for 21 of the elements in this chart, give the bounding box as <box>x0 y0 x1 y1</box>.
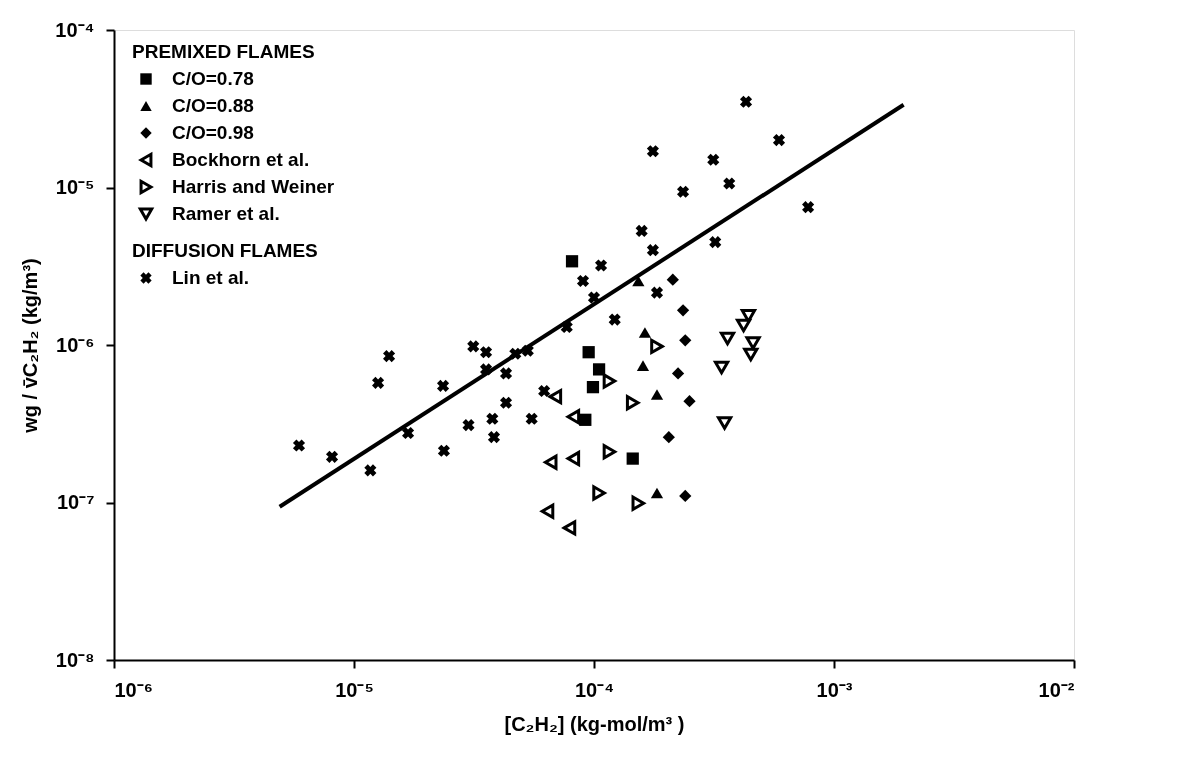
x-tick-label: 10⁻⁴ <box>574 678 615 701</box>
y-tick-label: 10⁻⁶ <box>56 333 95 356</box>
y-tick-label: 10⁻⁵ <box>55 176 95 198</box>
y-tick-label: 10⁻⁷ <box>57 491 95 513</box>
legend-label: Bockhorn et al. <box>172 149 310 170</box>
y-tick-label: 10⁻⁸ <box>55 648 95 671</box>
x-tick-label: 10⁻³ <box>816 678 853 701</box>
legend-label: Harris and Weiner <box>172 176 335 197</box>
y-tick-label: 10⁻⁴ <box>55 18 95 41</box>
legend-label: C/O=0.78 <box>172 68 254 89</box>
x-axis-title: [C₂H₂] (kg-mol/m³ ) <box>504 712 685 735</box>
legend-label: Ramer et al. <box>172 203 280 224</box>
x-tick-label: 10⁻⁶ <box>114 678 153 701</box>
legend-label: C/O=0.98 <box>172 122 254 143</box>
legend-label: Lin et al. <box>172 267 250 288</box>
legend-title: PREMIXED FLAMES <box>132 41 315 62</box>
x-tick-label: 10⁻⁵ <box>335 678 374 701</box>
y-axis-title: wg / v̄C₂H₂ (kg/m³) <box>19 258 42 434</box>
annotation: DIFFUSION FLAMES <box>132 240 318 261</box>
x-tick-label: 10⁻² <box>1038 678 1075 701</box>
legend-label: C/O=0.88 <box>172 95 254 116</box>
